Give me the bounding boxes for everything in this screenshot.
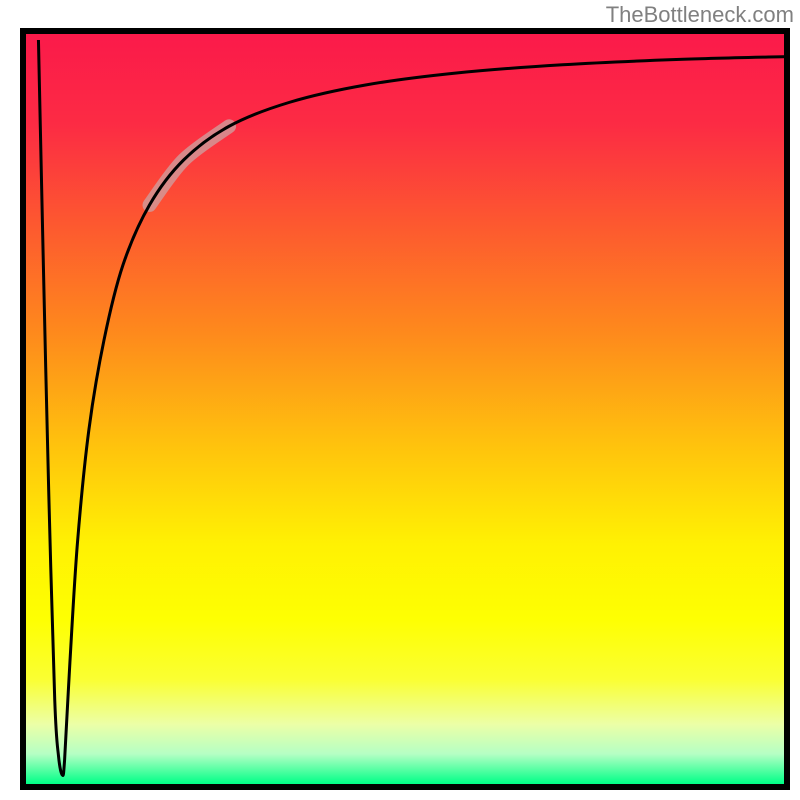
bottleneck-curve	[38, 40, 790, 775]
curve-svg	[32, 40, 790, 790]
highlight-band	[149, 126, 229, 205]
chart-container: TheBottleneck.com	[0, 0, 800, 800]
plot-frame	[20, 28, 790, 790]
watermark-text: TheBottleneck.com	[606, 2, 794, 28]
